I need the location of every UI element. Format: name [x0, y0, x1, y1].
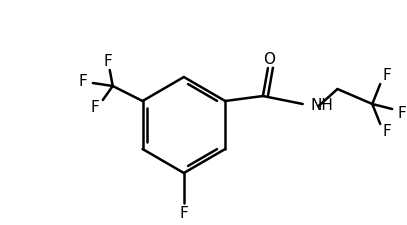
- Text: O: O: [263, 52, 275, 67]
- Text: F: F: [398, 106, 407, 122]
- Text: F: F: [383, 68, 392, 83]
- Text: F: F: [79, 74, 87, 88]
- Text: F: F: [90, 101, 99, 115]
- Text: F: F: [103, 54, 112, 68]
- Text: NH: NH: [311, 99, 333, 113]
- Text: F: F: [383, 124, 392, 140]
- Text: F: F: [179, 205, 188, 220]
